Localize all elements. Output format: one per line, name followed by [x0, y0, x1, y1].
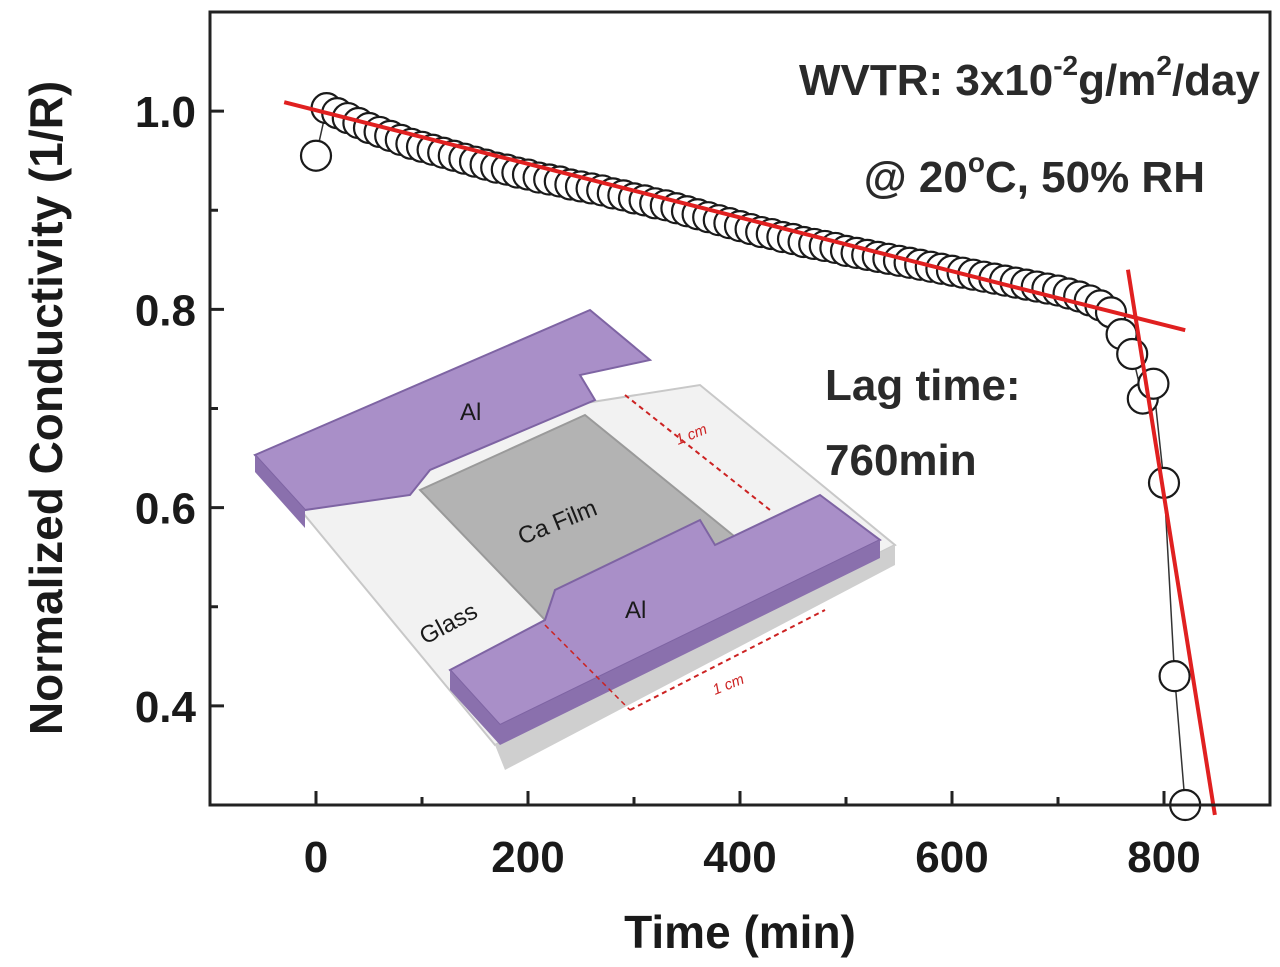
cond-suffix: C, 50% RH [985, 153, 1205, 202]
annotation-wvtr: WVTR: 3x10-2g/m2/day [799, 50, 1261, 105]
wvtr-mid: g/m [1078, 56, 1156, 105]
fit-line-1 [283, 100, 1186, 333]
device-inset: Al Al Ca Film Glass 1 cm 1 cm [253, 308, 897, 770]
cond-prefix: @ 20 [864, 153, 968, 202]
dim-line-bottom-2 [629, 609, 826, 711]
x-axis-title: Time (min) [624, 906, 856, 958]
cond-degree: o [968, 147, 985, 178]
x-tick-label: 400 [703, 833, 776, 882]
glass-substrate-edge [495, 545, 895, 770]
y-tick-label: 0.4 [135, 683, 197, 732]
al-electrode-top-face [253, 308, 653, 512]
data-point [1158, 660, 1191, 693]
al-electrode-top [253, 308, 653, 528]
al-electrode-bottom-face [448, 493, 882, 727]
wvtr-exponent-1: -2 [1053, 50, 1078, 81]
inset-dim-bottom: 1 cm [710, 671, 747, 699]
inset-label-al-top: Al [460, 399, 481, 426]
annotation-lag-line1: Lag time: [825, 361, 1021, 410]
al-electrode-bottom-edge-front [500, 540, 880, 745]
dim-line-bottom [544, 624, 631, 711]
fit-lines [283, 100, 1217, 816]
x-tick-label: 800 [1127, 833, 1200, 882]
y-axis-title: Normalized Conductivity (1/R) [20, 81, 72, 735]
x-axis-ticks: 0 200 400 600 800 [208, 791, 1272, 882]
annotation-conditions: @ 20oC, 50% RH [864, 147, 1205, 202]
data-point [299, 139, 333, 172]
al-electrode-bottom-edge [450, 670, 500, 745]
inset-label-al-bottom: Al [625, 597, 646, 624]
x-tick-label: 200 [491, 833, 564, 882]
x-tick-label: 600 [915, 833, 988, 882]
y-tick-label: 1.0 [135, 88, 196, 137]
annotation-lag-line2: 760min [825, 436, 977, 485]
data-points [299, 92, 1202, 822]
al-electrode-bottom [448, 493, 882, 745]
wvtr-suffix: /day [1172, 56, 1261, 105]
x-tick-label: 0 [304, 833, 328, 882]
wvtr-exponent-2: 2 [1156, 50, 1172, 81]
y-tick-label: 0.6 [135, 485, 196, 534]
dim-line-right [624, 394, 771, 511]
al-electrode-top-edge [255, 455, 305, 528]
y-axis-ticks: 0.4 0.6 0.8 1.0 [135, 10, 224, 807]
y-tick-label: 0.8 [135, 286, 196, 335]
fit-line-2 [1125, 269, 1217, 816]
wvtr-prefix: WVTR: 3x10 [799, 56, 1053, 105]
